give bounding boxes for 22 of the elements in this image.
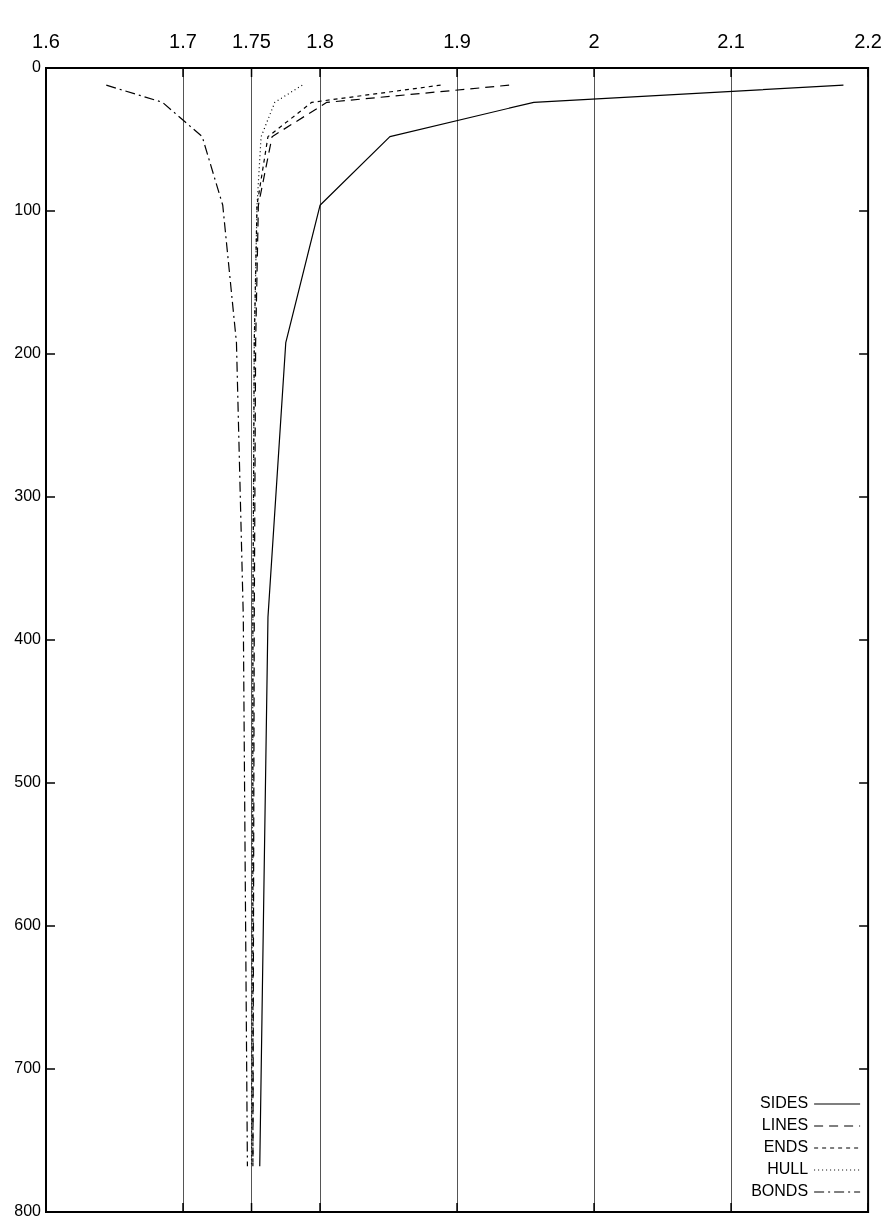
- x-tick-label: 1.6: [32, 29, 60, 52]
- x-tick-label: 1.7: [169, 29, 197, 52]
- y-tick-label: 100: [14, 201, 42, 219]
- legend-label: BONDS: [751, 1182, 809, 1200]
- y-tick-label: 700: [14, 1059, 42, 1077]
- y-tick-label: 600: [14, 916, 42, 934]
- x-tick-label: 2.2: [854, 29, 882, 52]
- y-tick-label: 0: [32, 58, 42, 76]
- y-tick-label: 400: [14, 630, 42, 648]
- legend-label: ENDS: [763, 1138, 809, 1156]
- x-tick-label: 2: [588, 29, 600, 52]
- x-tick-label: 1.8: [306, 29, 334, 52]
- y-tick-label: 500: [14, 773, 42, 791]
- x-tick-label: 2.1: [717, 29, 745, 52]
- y-tick-label: 800: [14, 1202, 42, 1220]
- legend-label: LINES: [761, 1116, 809, 1134]
- legend-label: HULL: [767, 1160, 809, 1178]
- x-tick-label: 1.75: [232, 29, 271, 52]
- x-tick-label: 1.9: [443, 29, 471, 52]
- y-tick-label: 300: [14, 487, 42, 505]
- legend-label: SIDES: [760, 1094, 809, 1112]
- y-tick-label: 200: [14, 344, 42, 362]
